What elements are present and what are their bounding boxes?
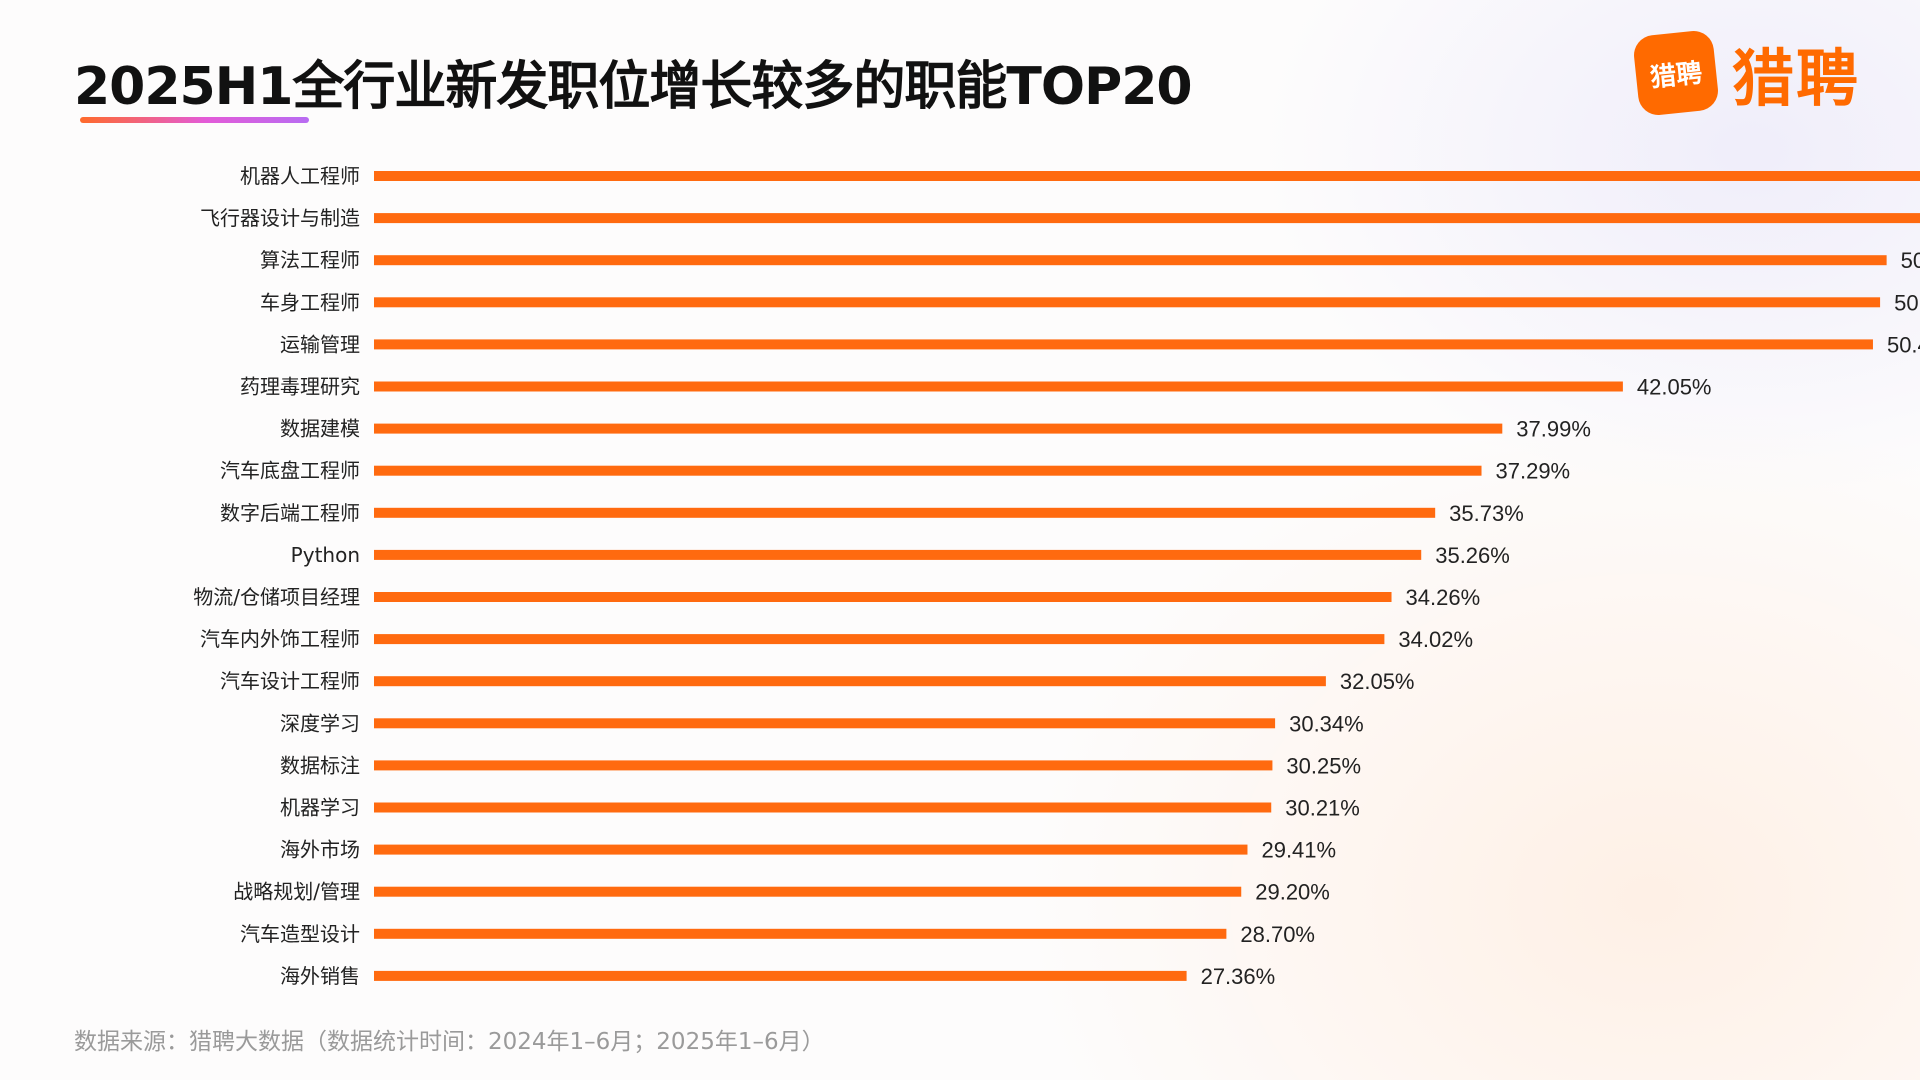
category-label: 飞行器设计与制造 (200, 206, 360, 230)
value-label: 30.34% (1289, 711, 1364, 736)
category-label: 车身工程师 (260, 290, 360, 314)
bar (374, 381, 1623, 392)
category-label: 汽车底盘工程师 (220, 459, 360, 483)
value-label: 30.21% (1285, 796, 1360, 821)
category-label: 数字后端工程师 (220, 501, 360, 525)
data-source-note: 数据来源：猎聘大数据（数据统计时间：2024年1–6月；2025年1–6月） (74, 1029, 825, 1055)
value-label: 37.29% (1496, 459, 1571, 484)
bar (374, 171, 1920, 181)
bar (374, 423, 1503, 434)
title-underline (80, 117, 309, 123)
bar (374, 970, 1187, 981)
category-label: 深度学习 (280, 711, 360, 735)
value-label: 30.25% (1286, 753, 1361, 778)
category-label: Python (291, 543, 360, 567)
category-label: 算法工程师 (260, 248, 360, 272)
value-label: 50.93% (1901, 248, 1920, 273)
value-label: 50.47% (1887, 332, 1920, 357)
category-label: 汽车设计工程师 (220, 669, 360, 693)
bar (374, 507, 1436, 518)
bar (374, 592, 1392, 602)
value-label: 35.73% (1449, 501, 1524, 526)
category-label: 机器人工程师 (240, 164, 360, 188)
bar (374, 928, 1227, 939)
bar (374, 339, 1873, 350)
value-label: 34.26% (1406, 585, 1481, 610)
brand-logo: 猎聘 猎聘 (1632, 28, 1861, 118)
bar (374, 886, 1242, 897)
category-label: 数据标注 (280, 753, 360, 777)
category-label: 运输管理 (280, 332, 360, 356)
category-label: 海外市场 (280, 838, 360, 862)
bar (374, 213, 1920, 224)
value-label: 42.05% (1637, 375, 1712, 400)
chart-title: 2025H1全行业新发职位增长较多的职能TOP20 (74, 57, 1193, 117)
brand-name: 猎聘 (1732, 42, 1861, 115)
value-label: 29.20% (1255, 880, 1330, 905)
value-label: 50.71% (1894, 290, 1920, 315)
category-label: 机器学习 (280, 796, 360, 820)
category-label: 药理毒理研究 (240, 375, 360, 399)
bar (374, 634, 1385, 645)
category-label: 汽车造型设计 (240, 922, 360, 946)
category-label: 物流/仓储项目经理 (193, 585, 360, 609)
bar (374, 802, 1272, 813)
category-label: 数据建模 (280, 417, 360, 441)
bar (374, 255, 1887, 266)
bar (374, 760, 1273, 771)
value-label: 32.05% (1340, 669, 1415, 694)
bar (374, 718, 1276, 729)
bar (374, 465, 1482, 476)
bar (374, 297, 1881, 308)
category-label: 海外销售 (280, 964, 360, 988)
category-label: 汽车内外饰工程师 (200, 627, 360, 651)
bar (374, 844, 1248, 855)
value-label: 34.02% (1398, 627, 1473, 652)
category-label: 战略规划/管理 (233, 880, 360, 904)
bar (374, 549, 1422, 560)
value-label: 29.41% (1261, 838, 1336, 863)
value-label: 28.70% (1240, 922, 1315, 947)
bar (374, 676, 1326, 687)
value-label: 27.36% (1201, 964, 1276, 989)
value-label: 37.99% (1516, 417, 1591, 442)
value-label: 35.26% (1435, 543, 1510, 568)
